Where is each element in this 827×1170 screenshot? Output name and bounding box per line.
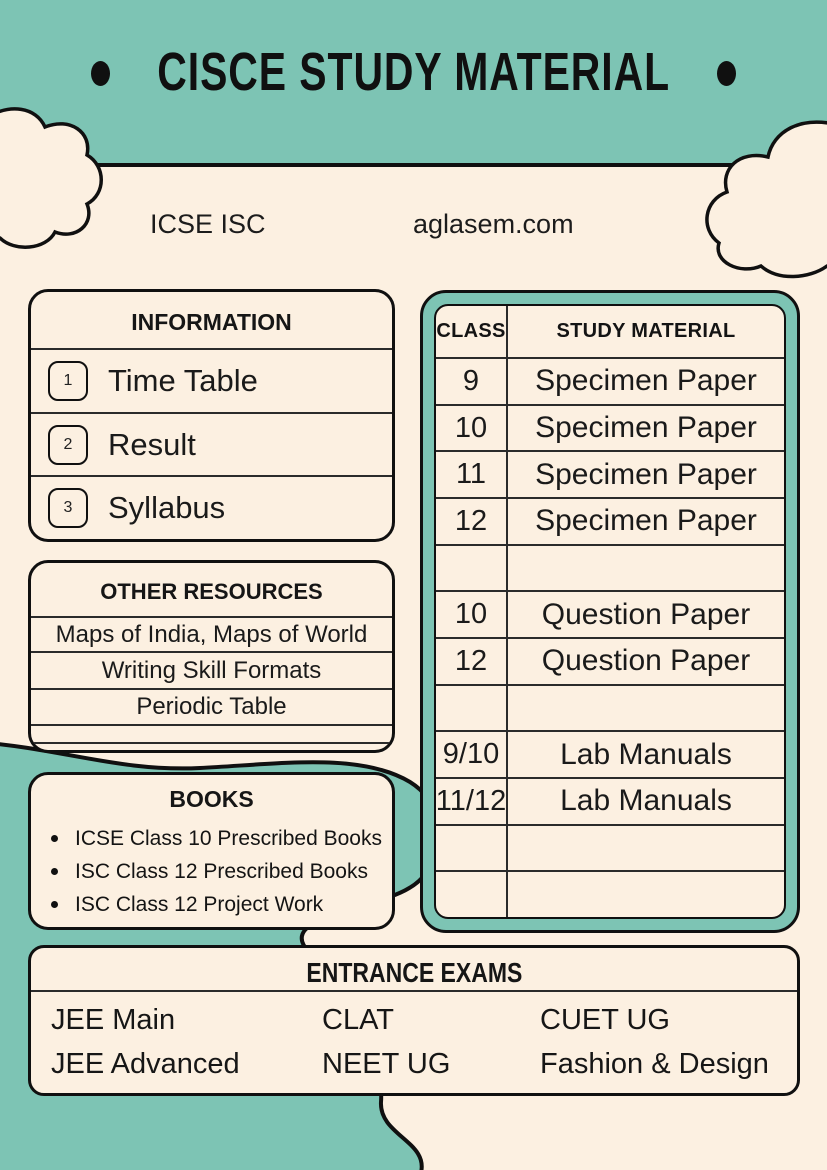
material-cell: Lab Manuals — [560, 737, 732, 771]
class-cell: 9/10 — [436, 732, 508, 778]
table-row: 9 Specimen Paper — [436, 357, 784, 404]
exam-row: JEE Main CLAT CUET UG — [51, 1004, 797, 1037]
empty-row — [31, 726, 392, 744]
table-row — [436, 683, 784, 731]
title-dot-right-icon — [717, 60, 737, 86]
list-item: Maps of India, Maps of World — [31, 618, 392, 653]
header-band — [0, 0, 827, 167]
exam-item: NEET UG — [322, 1048, 451, 1081]
material-cell: Lab Manuals — [560, 784, 732, 818]
table-row: 11/12 Lab Manuals — [436, 777, 784, 824]
class-cell: 10 — [436, 592, 508, 638]
other-resources-title: OTHER RESOURCES — [31, 563, 392, 618]
class-cell: 11 — [436, 452, 508, 498]
page-title: CISCE STUDY MATERIAL — [157, 42, 670, 103]
info-label: Time Table — [108, 362, 258, 398]
info-label: Syllabus — [108, 490, 226, 526]
list-item: Writing Skill Formats — [31, 653, 392, 690]
list-item: 1 Time Table — [31, 350, 392, 414]
study-material-table-frame: CLASS STUDY MATERIAL 9 Specimen Paper 10… — [420, 290, 800, 933]
exam-item: JEE Main — [51, 1003, 176, 1036]
entrance-exams-title-text: ENTRANCE EXAMS — [306, 957, 522, 989]
list-item: ISC Class 12 Prescribed Books — [51, 855, 392, 888]
empty-row — [31, 744, 392, 750]
study-material-table: CLASS STUDY MATERIAL 9 Specimen Paper 10… — [434, 304, 786, 919]
information-title: INFORMATION — [31, 292, 392, 350]
exam-item: CUET UG — [540, 1003, 670, 1036]
exam-item: Fashion & Design — [540, 1048, 769, 1081]
list-item: ICSE Class 10 Prescribed Books — [51, 822, 392, 855]
class-cell — [436, 872, 508, 917]
table-row: 10 Question Paper — [436, 590, 784, 638]
class-cell: 11/12 — [436, 779, 508, 824]
list-item: 2 Result — [31, 414, 392, 478]
class-cell — [436, 685, 508, 731]
column-header-material: STUDY MATERIAL — [556, 320, 736, 342]
list-item: ISC Class 12 Project Work — [51, 888, 392, 921]
column-header-class: CLASS — [436, 306, 508, 357]
table-row — [436, 870, 784, 917]
other-resources-panel: OTHER RESOURCES Maps of India, Maps of W… — [28, 560, 395, 753]
table-row: 10 Specimen Paper — [436, 403, 784, 451]
tagline-website: aglasem.com — [413, 209, 574, 239]
information-panel: INFORMATION 1 Time Table 2 Result 3 Syll… — [28, 289, 395, 542]
class-cell: 10 — [436, 405, 508, 451]
material-cell: Specimen Paper — [535, 457, 757, 491]
class-cell — [436, 825, 508, 871]
material-cell: Specimen Paper — [535, 504, 757, 538]
number-badge: 3 — [48, 488, 88, 529]
material-cell: Question Paper — [541, 597, 751, 631]
class-cell — [436, 545, 508, 591]
list-item: 3 Syllabus — [31, 477, 392, 539]
number-badge: 1 — [48, 360, 88, 401]
list-item: Periodic Table — [31, 690, 392, 726]
books-title: BOOKS — [169, 786, 254, 812]
material-cell: Specimen Paper — [535, 364, 757, 398]
table-row: 11 Specimen Paper — [436, 450, 784, 498]
entrance-exams-list: JEE Main CLAT CUET UG JEE Advanced NEET … — [31, 992, 797, 1093]
info-label: Result — [108, 426, 196, 462]
title-row: CISCE STUDY MATERIAL — [0, 38, 827, 108]
material-cell — [508, 872, 784, 917]
tagline-boards: ICSE ISC — [150, 209, 266, 239]
class-cell: 9 — [436, 359, 508, 404]
table-row: 12 Question Paper — [436, 637, 784, 684]
material-cell — [508, 546, 784, 591]
class-cell: 12 — [436, 639, 508, 684]
table-header-row: CLASS STUDY MATERIAL — [436, 306, 784, 357]
material-cell — [508, 826, 784, 871]
table-row — [436, 543, 784, 591]
table-row — [436, 823, 784, 871]
number-badge: 2 — [48, 424, 88, 465]
books-panel: BOOKS ICSE Class 10 Prescribed Books ISC… — [28, 772, 395, 930]
exam-item: JEE Advanced — [51, 1048, 240, 1081]
entrance-exams-title: ENTRANCE EXAMS — [31, 948, 797, 992]
class-cell: 12 — [436, 499, 508, 544]
table-row: 9/10 Lab Manuals — [436, 730, 784, 778]
entrance-exams-panel: ENTRANCE EXAMS JEE Main CLAT CUET UG JEE… — [28, 945, 800, 1096]
books-list: ICSE Class 10 Prescribed Books ISC Class… — [31, 822, 392, 921]
title-dot-left-icon — [90, 60, 110, 86]
material-cell: Specimen Paper — [535, 411, 757, 444]
exam-row: JEE Advanced NEET UG Fashion & Design — [51, 1048, 797, 1081]
material-cell: Question Paper — [541, 644, 751, 678]
exam-item: CLAT — [322, 1003, 394, 1036]
material-cell — [508, 686, 784, 731]
table-row: 12 Specimen Paper — [436, 497, 784, 544]
